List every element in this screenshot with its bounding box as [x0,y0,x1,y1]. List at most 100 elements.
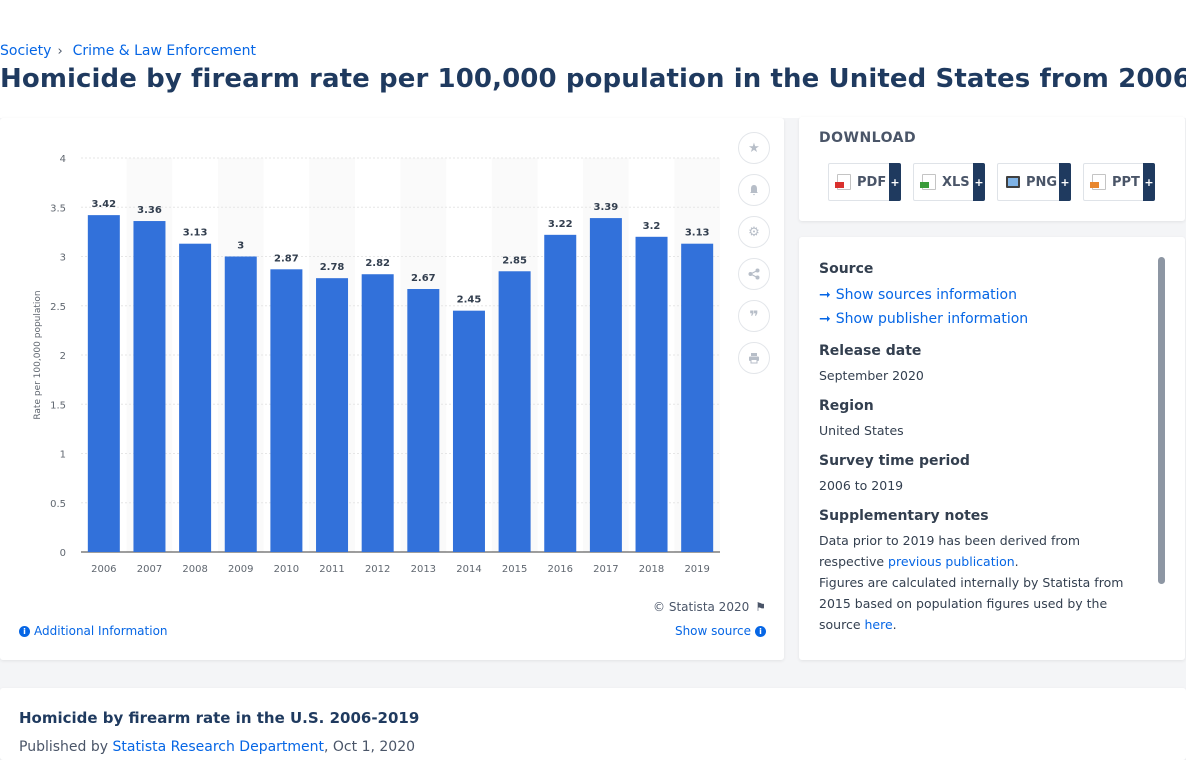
info-scrollbar[interactable] [1158,257,1165,584]
plus-icon[interactable]: + [1059,163,1071,201]
published-date: , Oct 1, 2020 [324,739,416,755]
show-publisher-label: Show publisher information [835,311,1029,327]
plus-icon[interactable]: + [1143,163,1155,201]
published-by-label: Published by [19,739,113,755]
additional-information-link[interactable]: i Additional Information [19,624,168,638]
share-icon[interactable] [738,258,770,290]
y-tick-label: 3.5 [50,203,66,214]
data-label-2017: 3.39 [594,202,619,213]
article-title: Homicide by firearm rate in the U.S. 200… [19,709,420,727]
show-publisher-link[interactable]: ➞ Show publisher information [819,307,1139,331]
bar-2019 [681,243,714,552]
y-tick-label: 2.5 [50,302,66,313]
bar-2010 [270,269,303,552]
bar-2006 [87,215,120,552]
flag-icon[interactable]: ⚑ [755,600,766,614]
quote-icon[interactable]: ❞ [738,300,770,332]
download-xls-label: XLS [942,174,970,190]
pdf-file-icon [835,174,851,190]
xls-file-icon [920,174,936,190]
gear-icon[interactable]: ⚙ [738,216,770,248]
published-by: Published by Statista Research Departmen… [19,739,415,755]
info-content: Source ➞ Show sources information ➞ Show… [819,261,1139,647]
data-label-2018: 3.2 [643,221,661,232]
bar-2012 [361,274,394,552]
download-png-button[interactable]: PNG + [997,163,1071,201]
survey-value: 2006 to 2019 [819,478,904,493]
y-tick-label: 2 [60,351,66,362]
download-xls-button[interactable]: XLS + [913,163,985,201]
bar-2007 [133,221,166,552]
show-sources-link[interactable]: ➞ Show sources information [819,283,1139,307]
breadcrumb-crime-law[interactable]: Crime & Law Enforcement [72,43,256,59]
breadcrumb-society[interactable]: Society [0,43,52,59]
bar-2013 [407,289,440,552]
arrow-right-icon: ➞ [819,311,831,327]
plus-icon[interactable]: + [889,163,901,201]
download-ppt-button[interactable]: PPT + [1083,163,1155,201]
chart-card: 0 0.5 1 1.5 2 2.5 3 3.5 4 Rate per 100,000 popula… [0,118,784,660]
x-tick-label-2008: 2008 [182,564,207,575]
y-tick-label: 0.5 [50,499,66,510]
notes-text-4: . [892,617,897,632]
star-icon[interactable]: ★ [738,132,770,164]
y-tick-label: 4 [60,154,66,165]
bar-2014 [452,310,485,552]
bar-2015 [498,271,531,552]
source-section: Source ➞ Show sources information ➞ Show… [819,261,1139,331]
info-icon: i [755,625,766,637]
release-section: Release date September 2020 [819,343,1139,386]
data-label-2008: 3.13 [183,228,208,239]
region-section: Region United States [819,398,1139,441]
x-tick-label-2006: 2006 [91,564,116,575]
notes-text-1: Data prior to 2019 has been derived from… [819,533,1081,569]
breadcrumb: Society › Crime & Law Enforcement [0,43,256,59]
publisher-link[interactable]: Statista Research Department [112,739,325,755]
chart-toolbar: ★ ⚙ ❞ [738,132,772,384]
scrollbar-thumb[interactable] [1158,257,1165,584]
x-tick-label-2007: 2007 [137,564,162,575]
y-tick-label: 1.5 [50,400,66,411]
release-value: September 2020 [819,368,924,383]
print-icon[interactable] [738,342,770,374]
bar-2008 [179,243,212,552]
data-label-2012: 2.82 [365,258,390,269]
survey-section: Survey time period 2006 to 2019 [819,453,1139,496]
additional-information-label: Additional Information [34,624,168,638]
x-tick-label-2014: 2014 [456,564,481,575]
y-tick-label: 0 [60,548,66,559]
header-band [0,0,1186,118]
survey-heading: Survey time period [819,453,970,469]
plus-icon[interactable]: + [973,163,985,201]
notes-paragraph-2: Figures are calculated internally by Sta… [819,572,1139,635]
data-label-2009: 3 [237,241,244,252]
statistic-info-card: Source ➞ Show sources information ➞ Show… [799,237,1185,660]
y-axis-label: Rate per 100,000 population [33,290,43,419]
download-pdf-label: PDF [857,174,887,190]
here-link[interactable]: here [864,617,893,632]
bar-2016 [544,234,577,552]
x-tick-label-2019: 2019 [684,564,709,575]
notes-text-3: Figures are calculated internally by Sta… [819,575,1124,632]
y-tick-label: 3 [60,253,66,264]
data-label-2019: 3.13 [685,228,710,239]
notes-heading: Supplementary notes [819,508,989,524]
data-label-2013: 2.67 [411,273,436,284]
region-value: United States [819,423,904,438]
download-ppt-label: PPT [1112,174,1140,190]
page-title: Homicide by firearm rate per 100,000 pop… [0,64,1186,94]
data-label-2010: 2.87 [274,253,299,264]
bell-icon[interactable] [738,174,770,206]
x-tick-label-2012: 2012 [365,564,390,575]
copyright-notice: © Statista 2020 ⚑ [653,600,766,614]
x-tick-label-2009: 2009 [228,564,253,575]
data-label-2011: 2.78 [320,262,345,273]
data-label-2007: 3.36 [137,205,162,216]
download-pdf-button[interactable]: PDF + [828,163,901,201]
previous-publication-link[interactable]: previous publication [888,554,1015,569]
download-png-label: PNG [1026,174,1058,190]
bar-2018 [635,236,668,553]
region-heading: Region [819,398,874,414]
show-source-link[interactable]: Show source i [675,624,766,638]
png-image-icon [1006,176,1020,188]
